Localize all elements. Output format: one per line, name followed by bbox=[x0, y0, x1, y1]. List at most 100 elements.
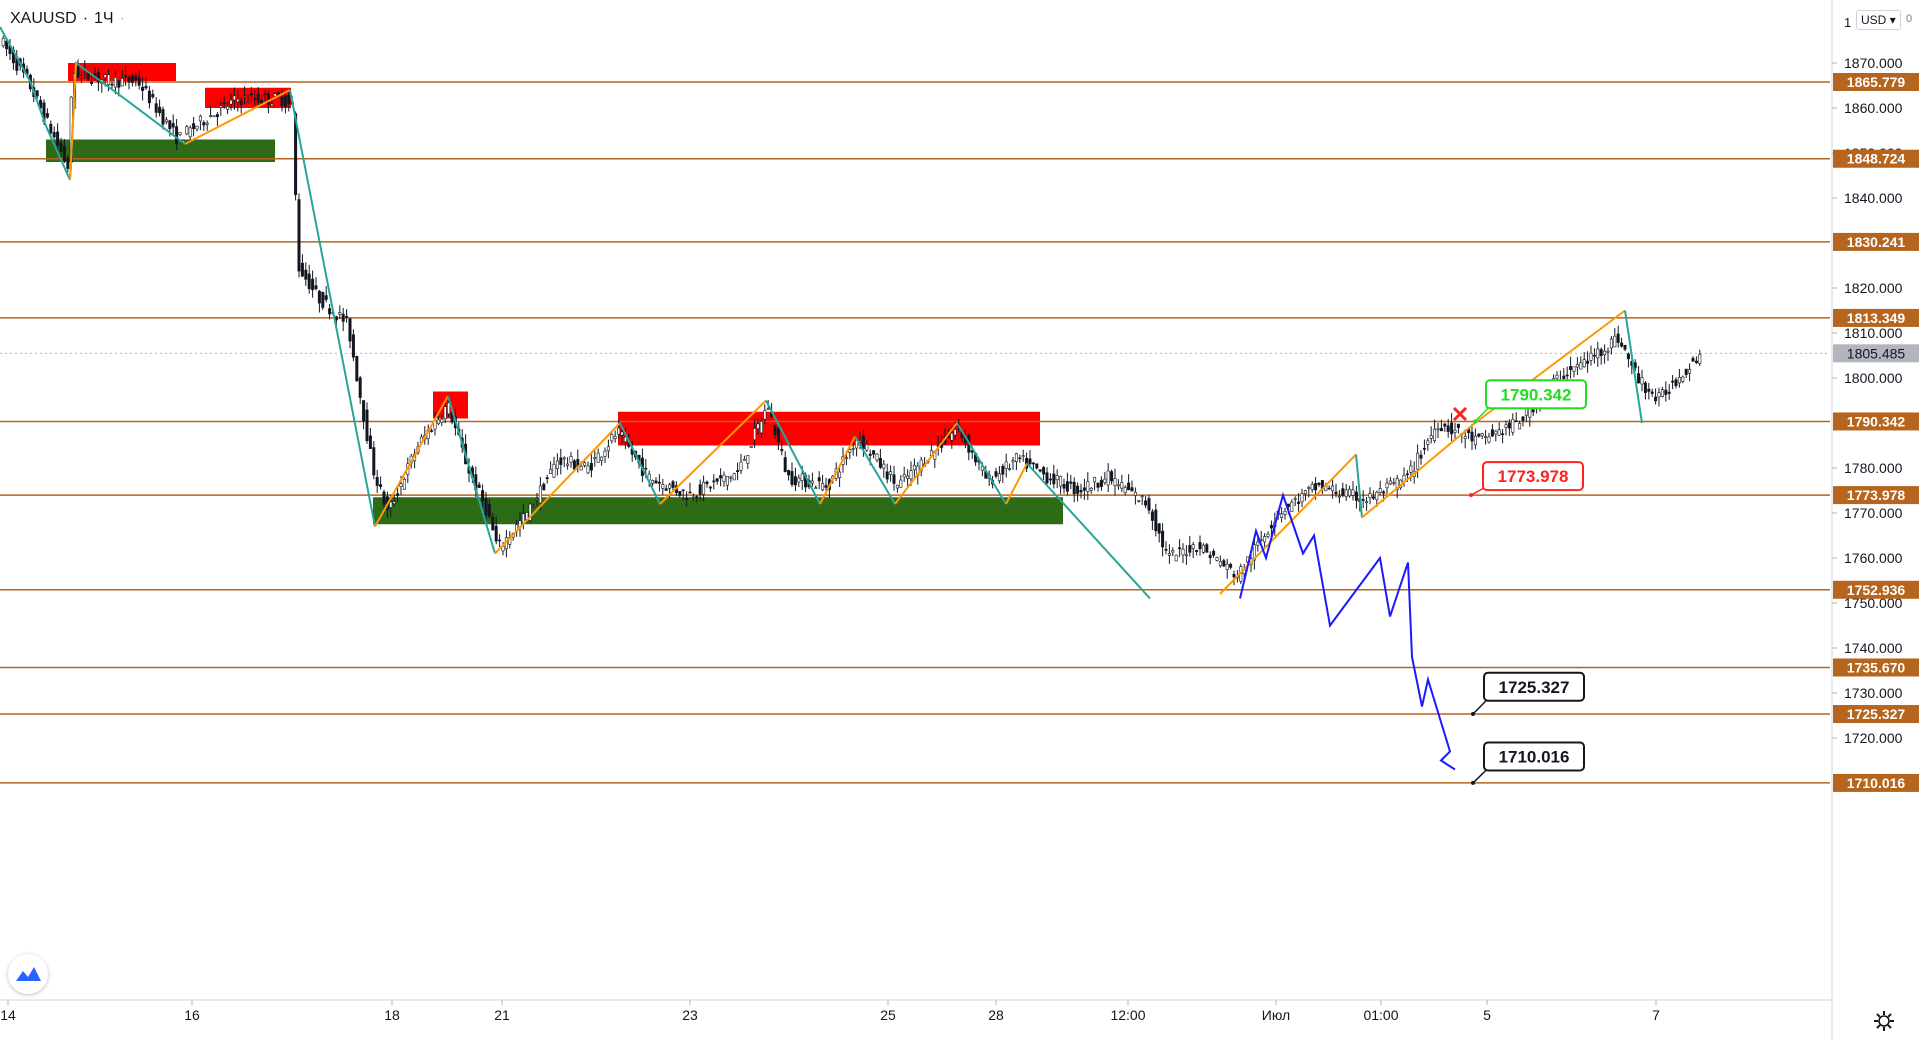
candle-body bbox=[783, 457, 787, 472]
candle-body bbox=[321, 292, 325, 308]
candle-body bbox=[1018, 457, 1022, 460]
candle-body bbox=[885, 471, 889, 480]
candle-body bbox=[297, 199, 301, 272]
candle-body bbox=[664, 488, 668, 491]
candle-body bbox=[722, 474, 726, 482]
candle-body bbox=[1011, 460, 1015, 463]
candle-body bbox=[62, 145, 66, 161]
y-tick-label: 1720.000 bbox=[1844, 730, 1903, 746]
candle-body bbox=[110, 83, 114, 86]
candle-body bbox=[1504, 424, 1508, 428]
candle-body bbox=[175, 126, 179, 145]
candle-body bbox=[1572, 366, 1576, 372]
candle-body bbox=[1079, 489, 1083, 493]
candle-body bbox=[491, 516, 495, 531]
up-leg bbox=[494, 422, 621, 555]
candle-body bbox=[1205, 544, 1209, 553]
candle-body bbox=[341, 313, 345, 322]
callout-text: 1725.327 bbox=[1499, 678, 1570, 697]
candle-body bbox=[494, 525, 498, 542]
y-tick-label: 1740.000 bbox=[1844, 640, 1903, 656]
candle-body bbox=[226, 106, 230, 110]
candle-body bbox=[1337, 495, 1341, 498]
candle-body bbox=[158, 106, 162, 114]
candle-body bbox=[1232, 574, 1236, 578]
candle-body bbox=[1171, 550, 1175, 553]
candle-body bbox=[280, 96, 284, 106]
candle-body bbox=[824, 485, 828, 488]
candle-body bbox=[239, 100, 243, 105]
candle-body bbox=[1021, 455, 1025, 457]
candle-body bbox=[389, 501, 393, 508]
gear-icon[interactable] bbox=[1870, 1007, 1898, 1035]
candle-body bbox=[212, 115, 216, 118]
candle-body bbox=[368, 435, 372, 449]
candle-body bbox=[1433, 428, 1437, 442]
candle-body bbox=[678, 491, 682, 496]
symbol-legend[interactable]: XAUUSD · 1Ч · bbox=[10, 10, 125, 28]
candle-body bbox=[1178, 547, 1182, 550]
candle-body bbox=[532, 506, 536, 508]
candle-body bbox=[953, 429, 957, 436]
candle-body bbox=[1120, 482, 1124, 489]
candle-body bbox=[1654, 396, 1658, 402]
candle-body bbox=[49, 123, 53, 134]
candle-body bbox=[311, 278, 315, 291]
candle-body bbox=[736, 470, 740, 473]
candle-body bbox=[1283, 511, 1287, 515]
candle-body bbox=[732, 473, 736, 481]
candle-body bbox=[787, 470, 791, 476]
candle-body bbox=[1490, 429, 1494, 437]
candle-body bbox=[535, 498, 539, 501]
candle-body bbox=[542, 483, 546, 491]
candle-body bbox=[1222, 560, 1226, 567]
candle-body bbox=[1167, 553, 1171, 556]
candle-body bbox=[695, 496, 699, 498]
candle-body bbox=[817, 477, 821, 482]
candle-body bbox=[1507, 422, 1511, 429]
candle-body bbox=[192, 123, 196, 129]
interval-label: 1Ч bbox=[94, 10, 114, 27]
currency-selector[interactable]: USD ▾ bbox=[1856, 10, 1901, 30]
candle-body bbox=[1212, 550, 1216, 556]
candle-body bbox=[994, 471, 998, 477]
x-tick-label: 23 bbox=[682, 1007, 698, 1023]
candle-body bbox=[1028, 458, 1032, 465]
candle-body bbox=[1354, 491, 1358, 501]
candle-body bbox=[1674, 379, 1678, 387]
candle-body bbox=[487, 503, 491, 517]
candle-body bbox=[549, 468, 553, 474]
candle-body bbox=[566, 463, 570, 466]
candle-body bbox=[1456, 423, 1460, 428]
candle-body bbox=[1290, 501, 1294, 512]
candle-body bbox=[141, 86, 145, 91]
y-tick-label: 1840.000 bbox=[1844, 190, 1903, 206]
tradingview-logo-button[interactable] bbox=[8, 954, 48, 994]
candle-body bbox=[1123, 487, 1127, 494]
candle-body bbox=[654, 480, 658, 484]
candle-body bbox=[712, 480, 716, 483]
candle-body bbox=[232, 95, 236, 101]
candle-body bbox=[481, 490, 485, 502]
candle-body bbox=[253, 98, 257, 101]
down-leg bbox=[765, 400, 821, 505]
level-badge bbox=[1833, 658, 1919, 677]
candle-body bbox=[1154, 509, 1158, 532]
candle-body bbox=[821, 483, 825, 491]
candle-body bbox=[351, 334, 355, 358]
candle-body bbox=[1518, 423, 1522, 430]
candle-body bbox=[1331, 485, 1335, 492]
candle-body bbox=[113, 77, 117, 88]
y-tick-label: 1770.000 bbox=[1844, 505, 1903, 521]
candle-body bbox=[606, 446, 610, 452]
candle-body bbox=[719, 475, 723, 479]
candle-body bbox=[1341, 488, 1345, 496]
candle-body bbox=[909, 470, 913, 480]
candle-body bbox=[895, 484, 899, 489]
candle-body bbox=[396, 493, 400, 496]
candle-body bbox=[1643, 382, 1647, 393]
candle-body bbox=[1130, 487, 1134, 492]
candle-body bbox=[1473, 435, 1477, 446]
candle-body bbox=[222, 102, 226, 105]
